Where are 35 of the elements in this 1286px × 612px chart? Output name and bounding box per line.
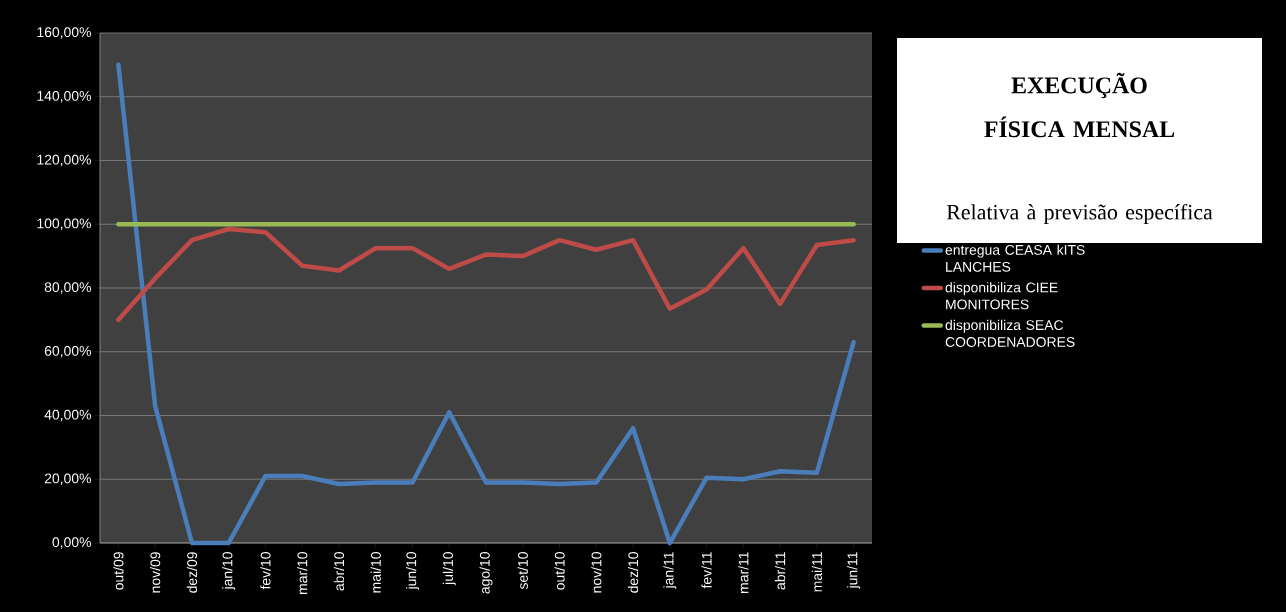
x-tick-label: out/10 [554,552,565,590]
x-tick-label: jun/11 [847,552,861,589]
x-tick-label: fev/10 [260,552,271,590]
y-tick-label: 40,00% [44,409,91,422]
y-tick-label: 120,00% [37,154,91,167]
x-tick-label: jan/11 [663,552,677,589]
x-tick-label: dez/09 [186,552,198,593]
text: Relativa à previsão específica [946,203,1213,225]
y-tick-label: 160,00% [37,27,91,39]
text: EXECUÇÃO FÍSICA MENSAL [984,72,1175,138]
x-tick-label: nov/10 [591,552,602,593]
y-tick-label: 100,00% [37,218,91,230]
x-tick-label: jan/10 [222,552,236,590]
x-tick-label: mai/10 [370,552,381,593]
x-tick-label: ago/10 [479,552,493,594]
x-tick-label: set/10 [517,552,528,590]
y-tick-label: 60,00% [44,345,91,358]
x-tick-label: jul/10 [442,552,456,586]
x-tick-label: fev/11 [701,552,712,589]
line-series [116,226,856,323]
legend-label: disponibiliza SEAC COORDENADORES [945,319,1075,347]
x-tick-label: nov/09 [150,552,161,593]
x-tick-label: jun/10 [405,552,419,590]
x-tick-label: mar/11 [738,552,749,593]
y-tick-label: 20,00% [44,473,91,485]
x-tick-label: mai/11 [811,552,822,592]
y-tick-label: 80,00% [44,282,91,294]
x-tick-label: abr/10 [333,552,345,591]
x-tick-label: mar/10 [297,552,308,594]
x-tick-label: dez/10 [627,552,639,593]
x-tick-label: abr/11 [774,552,786,590]
y-tick-label: 140,00% [37,90,91,103]
y-tick-label: 0,00% [52,537,91,549]
line-series [116,62,856,546]
x-tick-label: out/09 [113,552,124,590]
